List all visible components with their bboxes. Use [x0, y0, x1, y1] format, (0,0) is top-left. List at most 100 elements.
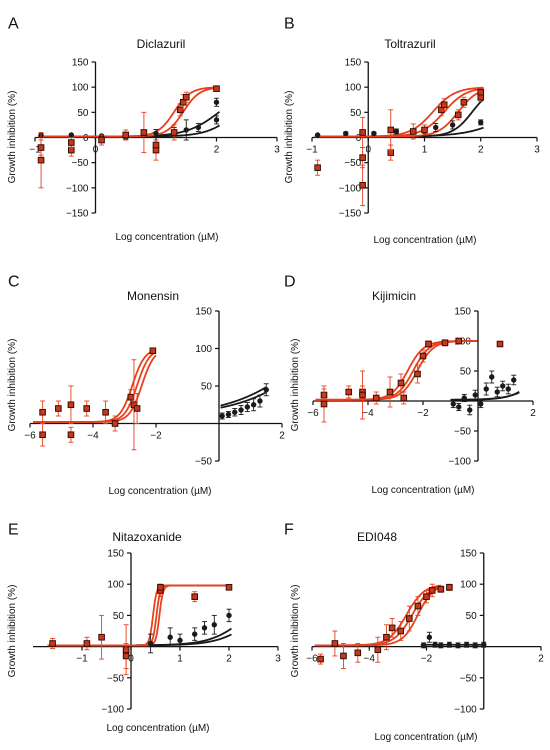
y-tick-label: 150 — [72, 58, 89, 69]
data-point-black — [226, 612, 232, 619]
y-axis-label: Growth inhibition (%) — [284, 91, 295, 184]
y-tick-label: 50 — [460, 367, 472, 378]
data-point-black — [461, 395, 467, 401]
data-point-red — [383, 633, 390, 641]
data-point-red — [386, 388, 394, 396]
panel-letter: F — [284, 521, 294, 538]
data-point-black — [68, 132, 75, 138]
data-point-black — [238, 407, 244, 413]
y-tick-label: −50 — [460, 673, 477, 684]
data-point-black — [263, 387, 269, 393]
y-tick-label: −150 — [339, 209, 362, 220]
panel-b: B Toltrazuril −1 0 1 2 3 −150 −100 −50 0 50 100 150 Lo… — [284, 15, 540, 246]
chart-title: Nitazoxanide — [112, 530, 182, 544]
data-point-black — [167, 634, 173, 640]
x-tick-label: 2 — [226, 654, 232, 665]
data-point-red — [421, 126, 428, 134]
data-point-red — [397, 379, 405, 387]
data-point-black — [213, 99, 220, 105]
fit-curve-black — [220, 391, 267, 409]
y-tick-label: 50 — [113, 611, 125, 622]
data-point-red — [37, 156, 45, 164]
y-tick-label: 100 — [345, 83, 362, 94]
y-tick-label: 0 — [83, 133, 89, 144]
data-point-black — [455, 642, 461, 649]
data-point-red — [388, 624, 396, 632]
x-tick-label: 1 — [177, 654, 183, 665]
data-point-red — [39, 408, 46, 416]
fit-curve-red — [47, 584, 232, 647]
data-point-red — [441, 339, 449, 347]
chart-title: Diclazuril — [137, 37, 186, 51]
x-tick-label: −6 — [24, 431, 36, 442]
data-point-black — [201, 625, 208, 631]
data-point-red — [423, 593, 430, 600]
data-point-black — [511, 377, 517, 383]
data-point-red — [127, 393, 135, 401]
data-point-black — [343, 130, 349, 137]
panel-a: ADiclazuril−10123−150−100−50050100150Log… — [7, 15, 280, 243]
data-point-black — [500, 383, 506, 389]
x-tick-label: 3 — [534, 145, 540, 156]
data-point-red — [225, 584, 233, 591]
chart-title: EDI048 — [357, 530, 397, 544]
data-point-red — [98, 633, 105, 641]
data-point-red — [440, 101, 448, 109]
data-point-black — [225, 411, 232, 418]
data-point-black — [481, 642, 487, 648]
y-tick-label: 50 — [201, 382, 213, 393]
x-axis-label: Log concentration (µM) — [108, 486, 211, 497]
y-tick-label: −50 — [195, 457, 212, 468]
data-point-red — [414, 370, 421, 378]
y-tick-label: 150 — [460, 549, 477, 560]
data-point-red — [354, 649, 362, 657]
data-point-red — [49, 640, 56, 647]
y-tick-label: −50 — [72, 158, 89, 169]
data-point-black — [449, 122, 456, 128]
data-point-black — [420, 642, 427, 649]
data-point-red — [98, 136, 105, 144]
panel-letter: E — [8, 521, 19, 538]
panel-letter: A — [8, 15, 19, 32]
data-point-red — [111, 420, 119, 427]
data-point-black — [456, 404, 462, 410]
data-point-black — [463, 642, 470, 648]
panel-f: F EDI048 −6 −4 −2 2 −100 −50 50 100 150 Log concent… — [284, 521, 544, 743]
data-point-black — [472, 392, 478, 398]
data-point-red — [55, 405, 62, 412]
data-point-red — [414, 602, 422, 610]
data-point-black — [494, 389, 500, 395]
chart-title: Monensin — [127, 289, 179, 303]
y-tick-label: −100 — [339, 183, 362, 194]
data-point-black — [432, 642, 438, 648]
data-point-black — [483, 386, 489, 392]
data-point-red — [406, 615, 413, 622]
panel-letter: C — [8, 273, 20, 290]
data-point-black — [433, 124, 439, 131]
data-point-black — [478, 119, 484, 126]
x-tick-label: 2 — [214, 145, 220, 156]
data-point-red — [191, 593, 198, 600]
x-tick-label: −1 — [76, 654, 88, 665]
x-tick-label: 2 — [279, 431, 285, 442]
data-point-red — [359, 129, 366, 136]
x-tick-label: −2 — [150, 431, 162, 442]
data-point-red — [397, 627, 405, 635]
data-point-black — [257, 398, 263, 404]
data-point-red — [83, 405, 91, 412]
data-point-black — [505, 386, 511, 392]
y-axis-label: Growth inhibition (%) — [290, 339, 301, 432]
data-point-red — [67, 401, 75, 409]
data-point-red — [437, 585, 445, 593]
data-point-red — [67, 431, 75, 439]
fit-curve-red — [33, 354, 157, 423]
data-point-black — [153, 130, 159, 137]
y-tick-label: −100 — [101, 705, 124, 716]
data-point-red — [152, 141, 160, 149]
y-tick-label: 100 — [107, 580, 124, 591]
data-point-red — [83, 640, 91, 647]
data-point-red — [320, 400, 328, 408]
y-axis-label: Growth inhibition (%) — [290, 585, 301, 678]
y-tick-label: 0 — [356, 133, 362, 144]
